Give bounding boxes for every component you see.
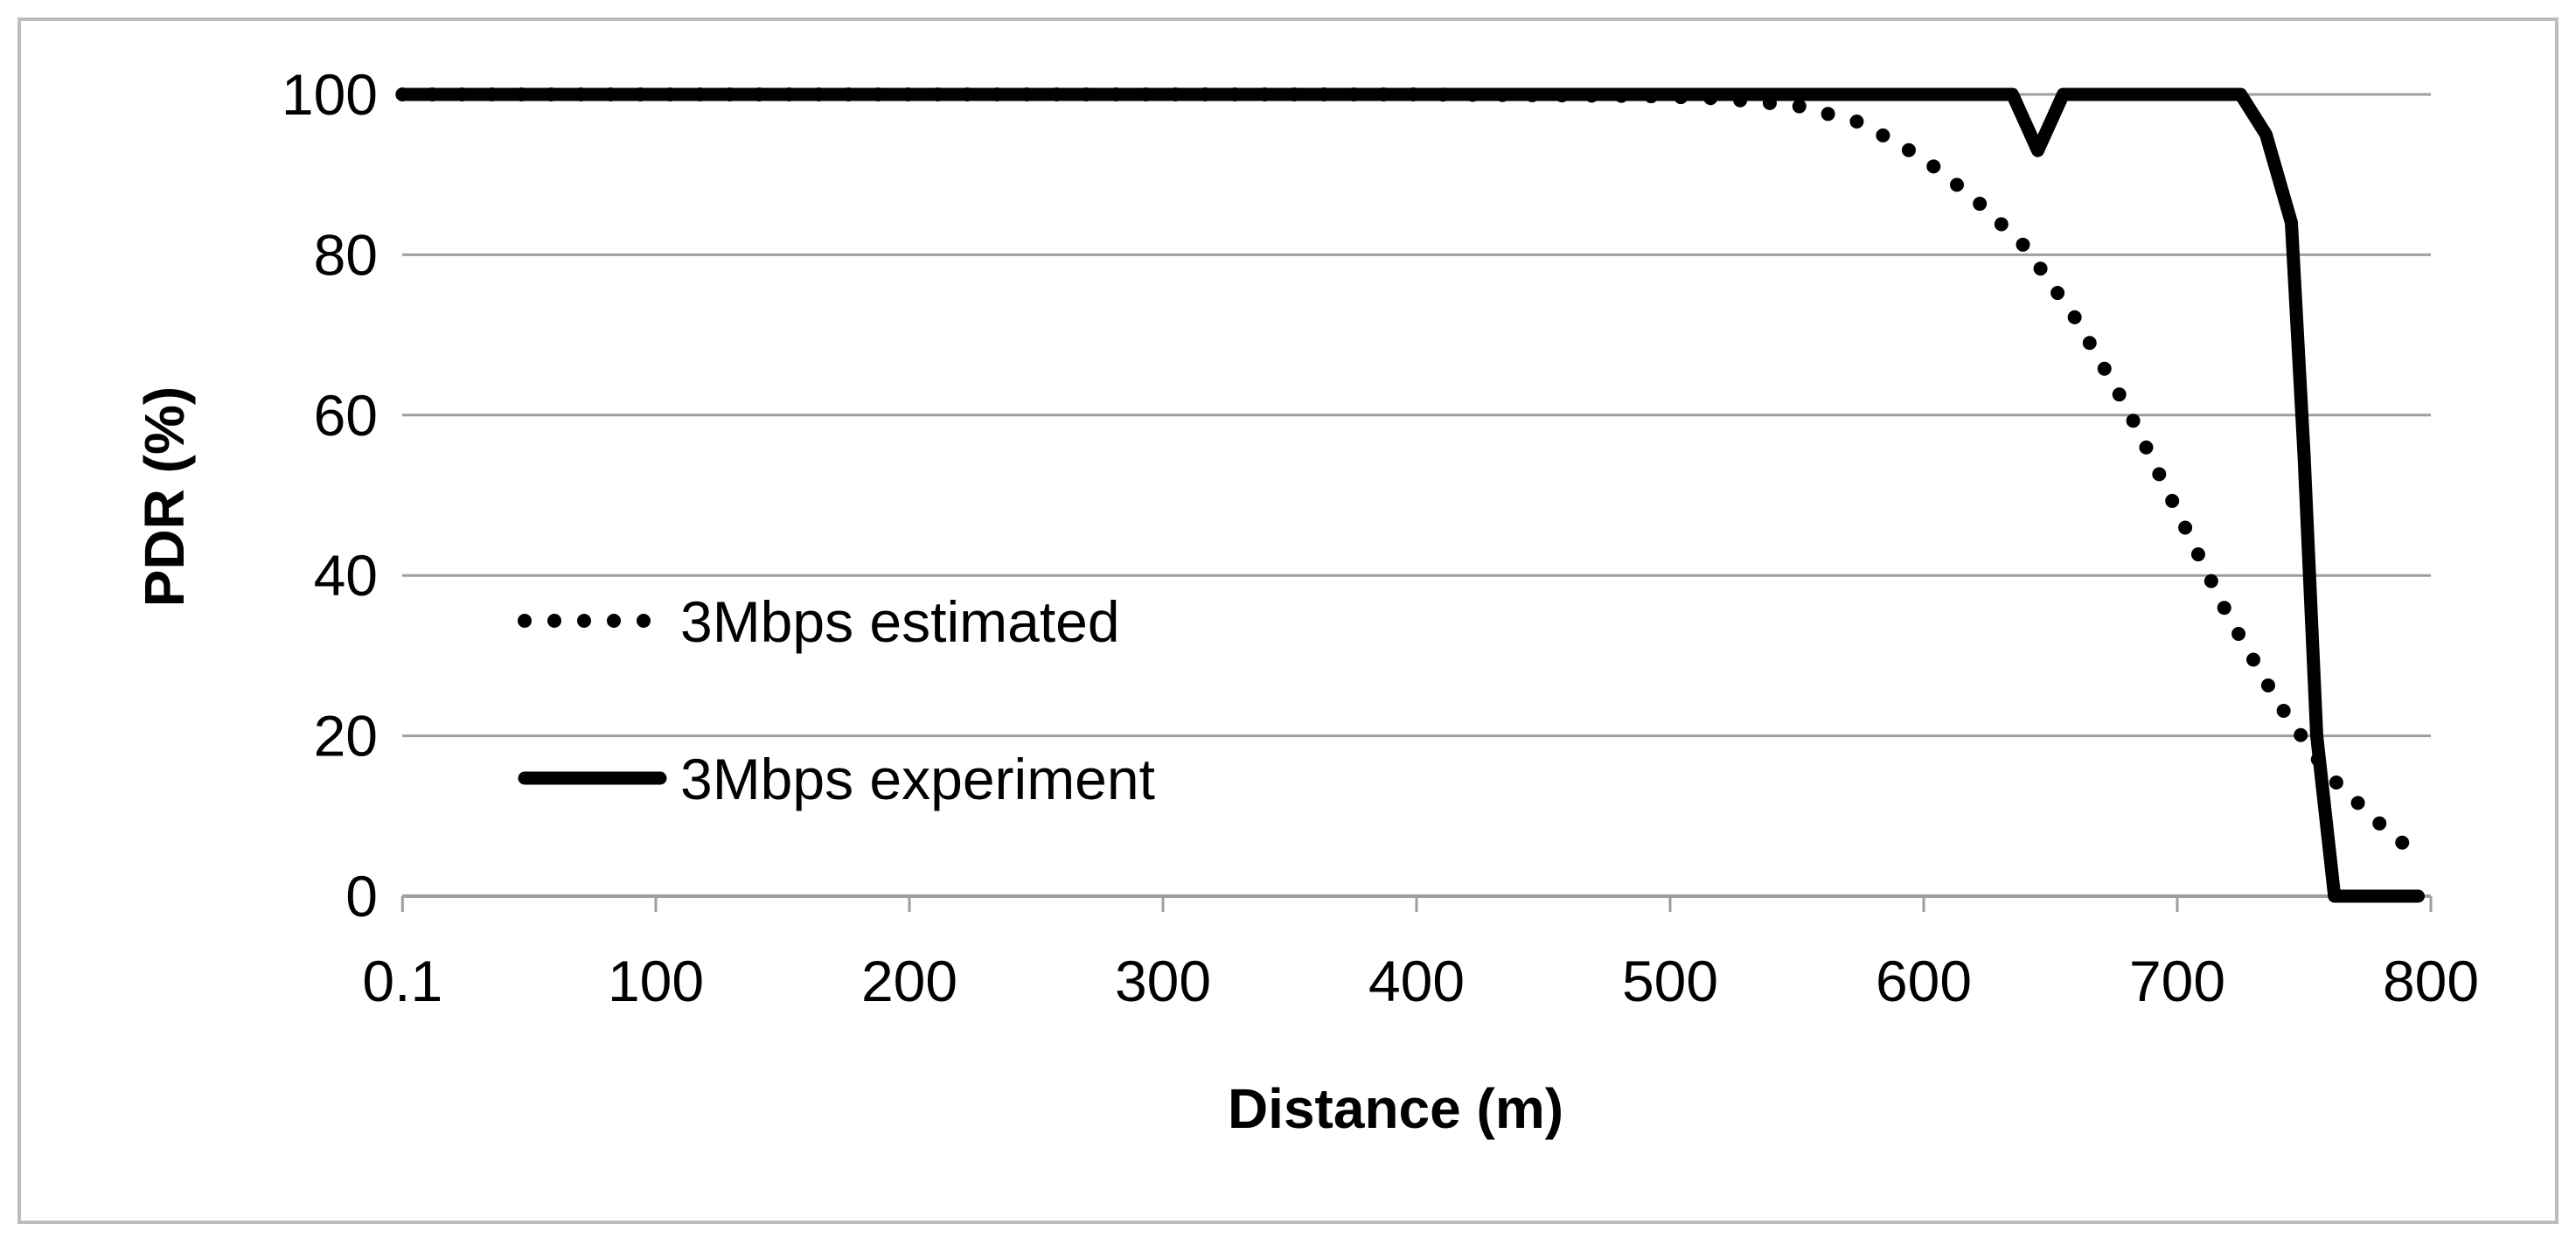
- y-tick-label: 60: [314, 383, 378, 448]
- x-tick-label: 400: [1368, 949, 1465, 1013]
- x-tick-label: 300: [1115, 949, 1211, 1013]
- y-axis-title: PDR (%): [133, 386, 196, 607]
- x-axis-title: Distance (m): [1228, 1077, 1563, 1140]
- x-tick-label: 100: [608, 949, 704, 1013]
- x-tick-label: 500: [1622, 949, 1718, 1013]
- series-layer: [395, 87, 2426, 903]
- series-line-estimated: [395, 87, 2426, 864]
- x-tick-label: 0.1: [362, 949, 442, 1013]
- y-tick-label: 80: [314, 222, 378, 287]
- y-tick-label: 100: [282, 62, 378, 127]
- x-tick-label: 200: [861, 949, 957, 1013]
- axis-layer: [400, 894, 2433, 912]
- series-line-experiment: [395, 87, 2425, 903]
- x-tick-label: 800: [2383, 949, 2479, 1013]
- tick-label-layer: 0 20 40 60 80 100 0.1 100 200 300 400 500 600 700 800: [282, 62, 2479, 1013]
- legend-label: 3Mbps estimated: [680, 589, 1120, 654]
- y-tick-label: 40: [314, 543, 378, 608]
- chart-frame: [17, 17, 2559, 1224]
- legend: 3Mbps estimated 3Mbps experiment: [518, 589, 1155, 811]
- x-tick-label: 700: [2129, 949, 2225, 1013]
- y-tick-label: 20: [314, 704, 378, 769]
- legend-label: 3Mbps experiment: [680, 747, 1155, 811]
- y-tick-label: 0: [345, 864, 378, 929]
- x-tick-label: 600: [1876, 949, 1972, 1013]
